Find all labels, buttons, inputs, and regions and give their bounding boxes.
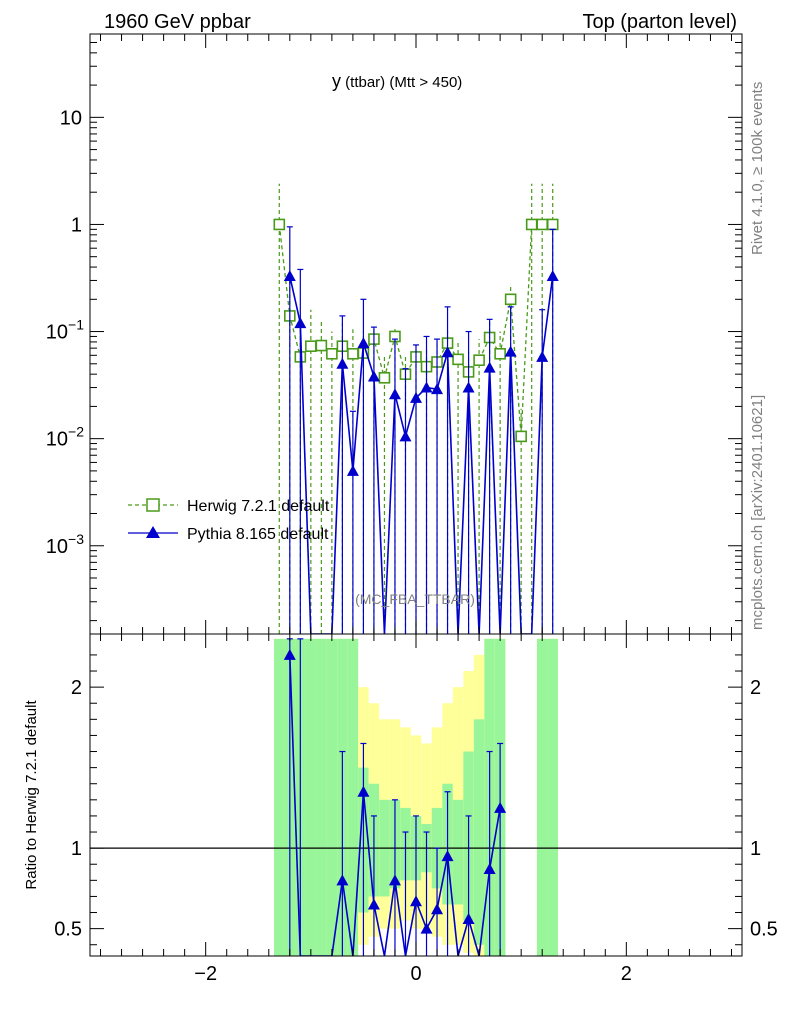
herwig-marker bbox=[473, 354, 485, 367]
ratio-pythia-marker bbox=[336, 874, 349, 886]
legend-herwig-label: Herwig 7.2.1 default bbox=[187, 498, 330, 515]
x-tick-label: −2 bbox=[194, 963, 217, 985]
pythia-marker bbox=[441, 346, 454, 358]
ratio-pythia-marker bbox=[388, 874, 401, 886]
pythia-line bbox=[289, 275, 554, 634]
ratio-band-green bbox=[452, 799, 464, 905]
herwig-marker bbox=[315, 339, 328, 352]
legend-entry-pythia: Pythia 8.165 default bbox=[128, 526, 329, 543]
herwig-marker bbox=[504, 293, 517, 306]
herwig-marker bbox=[525, 218, 538, 231]
ratio-y-tick-label-right: 1 bbox=[750, 838, 761, 860]
ratio-ylabel: Ratio to Herwig 7.2.1 default bbox=[23, 700, 40, 890]
legend-entry-herwig: Herwig 7.2.1 default bbox=[128, 498, 330, 515]
herwig-marker bbox=[326, 347, 338, 360]
ratio-band-green bbox=[274, 638, 285, 956]
ratio-band-green bbox=[473, 719, 485, 945]
herwig-marker bbox=[452, 353, 464, 366]
herwig-marker bbox=[378, 371, 391, 384]
pythia-marker bbox=[346, 464, 359, 476]
main-title: y (ttbar) (Mtt > 450) bbox=[332, 71, 462, 91]
ratio-band-green bbox=[547, 638, 558, 956]
analysis-tag: (MC_FBA_TTBAR) bbox=[355, 591, 475, 607]
pythia-marker bbox=[504, 345, 517, 357]
pythia-marker bbox=[357, 337, 370, 349]
pythia-marker bbox=[536, 350, 549, 362]
ratio-pythia-marker bbox=[431, 903, 444, 915]
legend-pythia-label: Pythia 8.165 default bbox=[187, 526, 329, 543]
y-tick-exponent: −1 bbox=[68, 317, 84, 333]
y-tick-label: 10−1 bbox=[46, 317, 84, 344]
pythia-marker bbox=[483, 361, 496, 373]
pythia-marker bbox=[336, 357, 349, 369]
mcplots-label: mcplots.cern.ch [arXiv:2401.10621] bbox=[749, 395, 766, 630]
ratio-y-tick-label-right: 2 bbox=[750, 677, 761, 699]
pythia-marker bbox=[294, 317, 307, 329]
legend-herwig-marker bbox=[146, 498, 160, 512]
herwig-marker bbox=[536, 218, 548, 231]
herwig-marker bbox=[273, 218, 286, 231]
herwig-marker bbox=[305, 340, 317, 352]
y-tick-label: 10 bbox=[60, 107, 82, 129]
y-tick-exponent: −2 bbox=[68, 424, 84, 440]
ratio-band-green bbox=[536, 638, 548, 956]
ratio-pythia-marker bbox=[367, 898, 380, 910]
main-title-rest: (ttbar) (Mtt > 450) bbox=[341, 74, 462, 91]
y-tick-label: 10−3 bbox=[46, 531, 84, 558]
herwig-marker bbox=[494, 347, 506, 360]
y-tick-exponent: −3 bbox=[68, 531, 84, 547]
x-tick-label: 2 bbox=[621, 963, 632, 985]
ratio-panel: −2 0 2 0.5 0.5 1 1 2 2 bbox=[54, 633, 778, 985]
main-data-layer bbox=[273, 183, 559, 634]
pythia-marker bbox=[420, 381, 433, 393]
y-tick-label: 1 bbox=[71, 214, 82, 236]
ratio-pythia-marker bbox=[483, 863, 496, 875]
ratio-pythia-marker bbox=[420, 922, 433, 934]
ratio-axis-ticks: −2 0 2 0.5 0.5 1 1 2 2 bbox=[54, 634, 778, 985]
ratio-pythia-marker bbox=[357, 785, 370, 797]
y-tick-base: 10 bbox=[46, 536, 68, 558]
pythia-marker bbox=[367, 370, 380, 382]
pythia-marker bbox=[431, 383, 444, 395]
ratio-y-tick-label-right: 0.5 bbox=[750, 919, 778, 941]
ratio-band-green bbox=[316, 638, 327, 956]
x-tick-label: 0 bbox=[410, 963, 421, 985]
header-right-label: Top (parton level) bbox=[582, 11, 737, 33]
y-tick-base: 10 bbox=[46, 429, 68, 451]
header-left-label: 1960 GeV ppbar bbox=[104, 11, 251, 33]
ratio-y-tick-label: 2 bbox=[71, 677, 82, 699]
ratio-y-tick-label: 0.5 bbox=[54, 919, 82, 941]
ratio-band-green bbox=[326, 638, 338, 956]
ratio-band-green bbox=[347, 638, 359, 956]
ratio-pythia-marker bbox=[462, 912, 475, 924]
legend-pythia-marker bbox=[146, 526, 160, 538]
pythia-marker bbox=[388, 388, 401, 400]
pythia-marker bbox=[462, 381, 475, 393]
ratio-y-tick-label: 1 bbox=[71, 838, 82, 860]
rivet-version-label: Rivet 4.1.0, ≥ 100k events bbox=[749, 82, 766, 255]
ratio-pythia-marker bbox=[441, 850, 454, 862]
ratio-band-green bbox=[305, 638, 317, 956]
y-tick-base: 10 bbox=[46, 322, 68, 344]
ratio-pythia-marker bbox=[283, 648, 296, 660]
pythia-marker bbox=[283, 270, 296, 282]
herwig-marker bbox=[515, 430, 527, 443]
pythia-marker bbox=[410, 391, 422, 403]
y-tick-label: 10−2 bbox=[46, 424, 84, 451]
herwig-marker bbox=[546, 218, 559, 231]
herwig-marker bbox=[347, 347, 359, 360]
pythia-marker bbox=[399, 430, 412, 442]
legend: Herwig 7.2.1 default Pythia 8.165 defaul… bbox=[128, 498, 330, 543]
ratio-pythia-marker bbox=[410, 895, 422, 907]
ratio-pythia-marker bbox=[494, 801, 507, 813]
main-title-y: y bbox=[332, 71, 341, 91]
pythia-marker bbox=[546, 270, 559, 282]
ratio-data-layer bbox=[90, 638, 742, 956]
